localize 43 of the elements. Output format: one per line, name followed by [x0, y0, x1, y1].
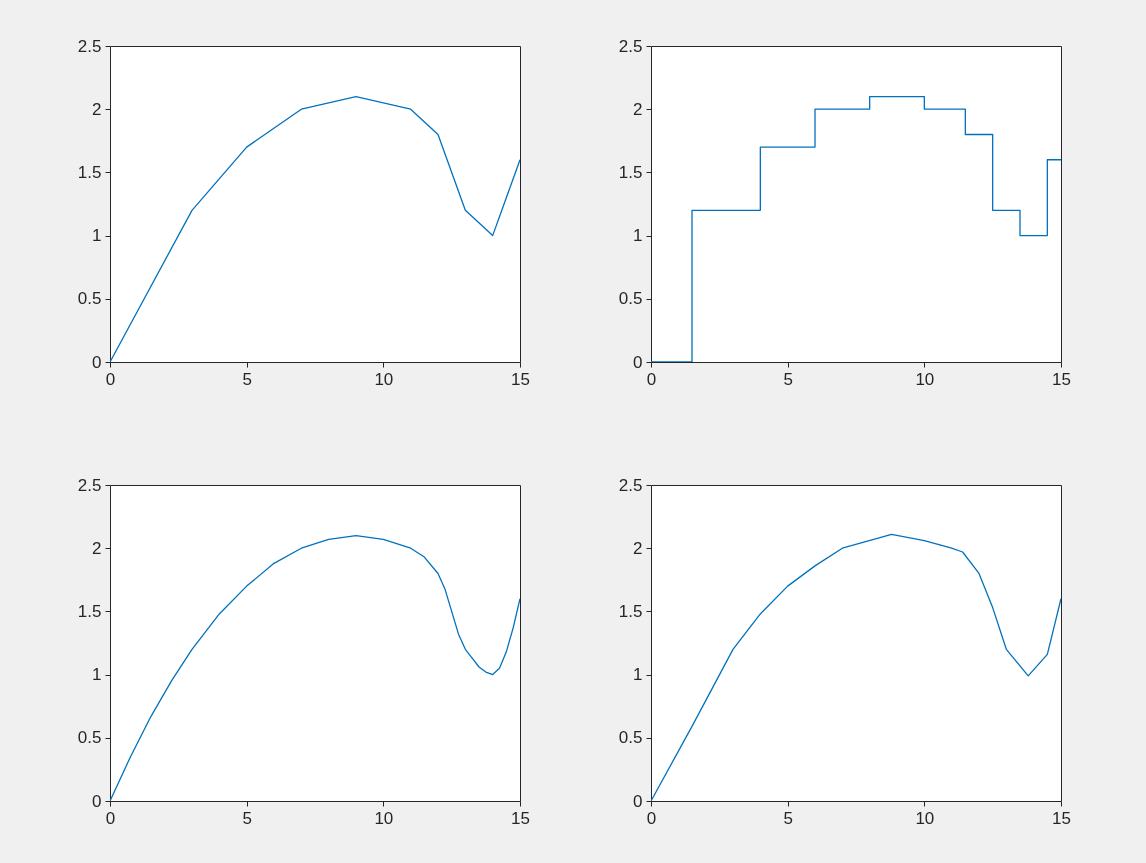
x-tick-label: 15: [1052, 808, 1071, 828]
x-tick-label: 0: [105, 808, 116, 828]
y-tick-label: 0: [92, 352, 102, 372]
x-tick-label: 0: [105, 369, 116, 389]
y-tick-label: 0.5: [77, 728, 102, 748]
y-tick-label: 2.5: [77, 475, 102, 495]
x-tick-label: 15: [511, 808, 530, 828]
x-tick-label: 10: [915, 369, 935, 389]
x-tick-label: 5: [783, 808, 793, 828]
y-tick-label: 0: [633, 791, 643, 811]
x-tick-label: 15: [1052, 369, 1071, 389]
y-tick-label: 2: [92, 538, 102, 558]
y-tick-label: 2: [633, 538, 643, 558]
y-tick-label: 0: [92, 791, 102, 811]
line-series: [110, 95, 520, 362]
x-tick-label: 0: [646, 808, 657, 828]
x-tick-label: 10: [374, 808, 394, 828]
x-tick-label: 5: [242, 808, 252, 828]
y-tick-label: 1: [633, 665, 643, 685]
y-tick-label: 1: [92, 665, 102, 685]
y-tick-label: 1.5: [77, 162, 102, 182]
x-tick-label: 0: [646, 369, 657, 389]
y-tick-label: 1.5: [77, 601, 102, 621]
x-tick-label: 10: [374, 369, 394, 389]
x-tick-label: 10: [915, 808, 935, 828]
y-tick-label: 1: [633, 226, 643, 246]
y-tick-label: 2.5: [618, 36, 643, 56]
y-tick-label: 0.5: [618, 289, 643, 309]
x-tick-label: 15: [511, 369, 530, 389]
x-tick-label: 5: [242, 369, 252, 389]
y-tick-label: 0: [633, 352, 643, 372]
y-tick-label: 0.5: [77, 289, 102, 309]
y-tick-label: 2.5: [77, 36, 102, 56]
y-tick-label: 2: [633, 99, 643, 119]
line-series: [651, 533, 1061, 801]
x-tick-label: 5: [783, 369, 793, 389]
y-tick-label: 2.5: [618, 475, 643, 495]
y-tick-label: 1.5: [618, 601, 643, 621]
y-tick-label: 0.5: [618, 728, 643, 748]
y-tick-label: 1: [92, 226, 102, 246]
y-tick-label: 2: [92, 99, 102, 119]
line-series: [110, 534, 520, 801]
y-tick-label: 1.5: [618, 162, 643, 182]
